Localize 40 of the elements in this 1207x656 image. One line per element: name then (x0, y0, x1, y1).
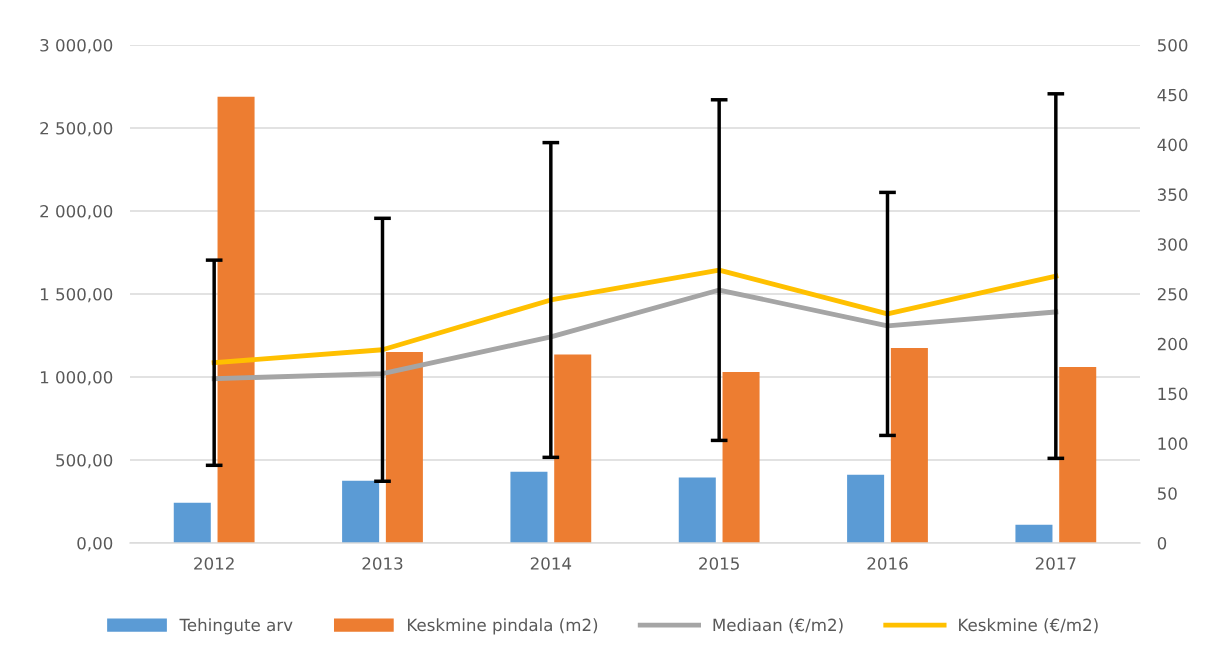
bar (1015, 524, 1053, 543)
y2-tick-label: 450 (1157, 88, 1188, 102)
x-tick-label: 2012 (194, 557, 234, 570)
y2-tick-label: 250 (1157, 287, 1188, 301)
y-tick-label: 1 000,00 (40, 370, 113, 386)
bar (342, 480, 380, 543)
bar (722, 372, 760, 543)
y2-tick-label: 150 (1158, 387, 1188, 401)
y-tick-label: 3 000,00 (40, 38, 113, 54)
legend-label: Keskmine (€/m2) (959, 618, 1098, 634)
bar (554, 354, 592, 543)
x-tick-label: 2013 (362, 557, 403, 570)
legend-label: Mediaan (€/m2) (713, 618, 843, 634)
bar (1059, 367, 1097, 543)
y2-tick-label: 400 (1157, 138, 1188, 152)
legend-label: Tehingute arv (179, 618, 293, 635)
x-tick-label: 2016 (867, 557, 908, 570)
bar (890, 348, 928, 543)
legend-label: Keskmine pindala (m2) (407, 618, 598, 635)
y-tick-label: 2 500,00 (40, 121, 113, 137)
y-tick-label: 500,00 (56, 453, 113, 469)
y-tick-label: 0,00 (77, 536, 113, 552)
y2-tick-label: 50 (1157, 487, 1177, 500)
y2-tick-label: 350 (1157, 188, 1188, 201)
bar (847, 474, 885, 543)
y-tick-label: 1 500,00 (40, 287, 113, 303)
x-tick-label: 2017 (1035, 557, 1076, 570)
bar (678, 477, 716, 543)
bar (385, 352, 423, 543)
y2-tick-label: 200 (1157, 337, 1188, 351)
x-tick-label: 2015 (699, 557, 739, 570)
y2-tick-label: 300 (1157, 238, 1188, 251)
bar (510, 471, 548, 543)
y-tick-label: 2 000,00 (40, 204, 113, 220)
y2-tick-label: 500 (1157, 38, 1188, 52)
bar (217, 96, 255, 543)
y2-tick-label: 0 (1157, 536, 1167, 550)
y2-tick-label: 100 (1158, 437, 1188, 450)
bar (173, 502, 211, 543)
x-tick-label: 2014 (530, 557, 572, 570)
